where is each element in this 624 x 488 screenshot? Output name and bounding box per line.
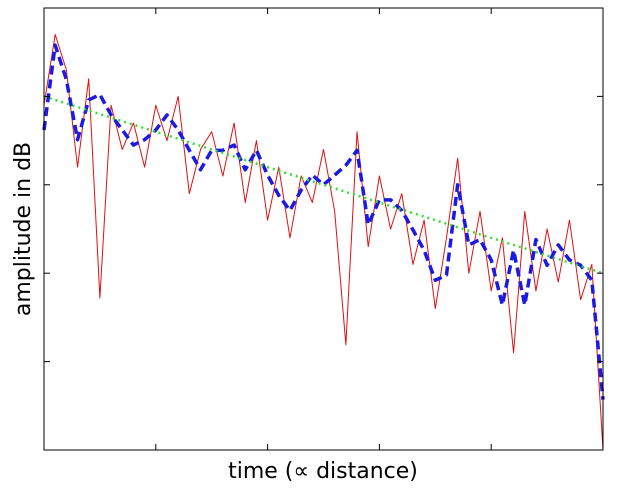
y-axis-label: amplitude in dB: [11, 142, 36, 316]
series-line: [43, 34, 604, 451]
plot-frame: [43, 7, 604, 451]
series-line: [43, 95, 604, 275]
series-line: [42, 43, 605, 400]
x-axis-label: time (∝ distance): [228, 459, 418, 484]
